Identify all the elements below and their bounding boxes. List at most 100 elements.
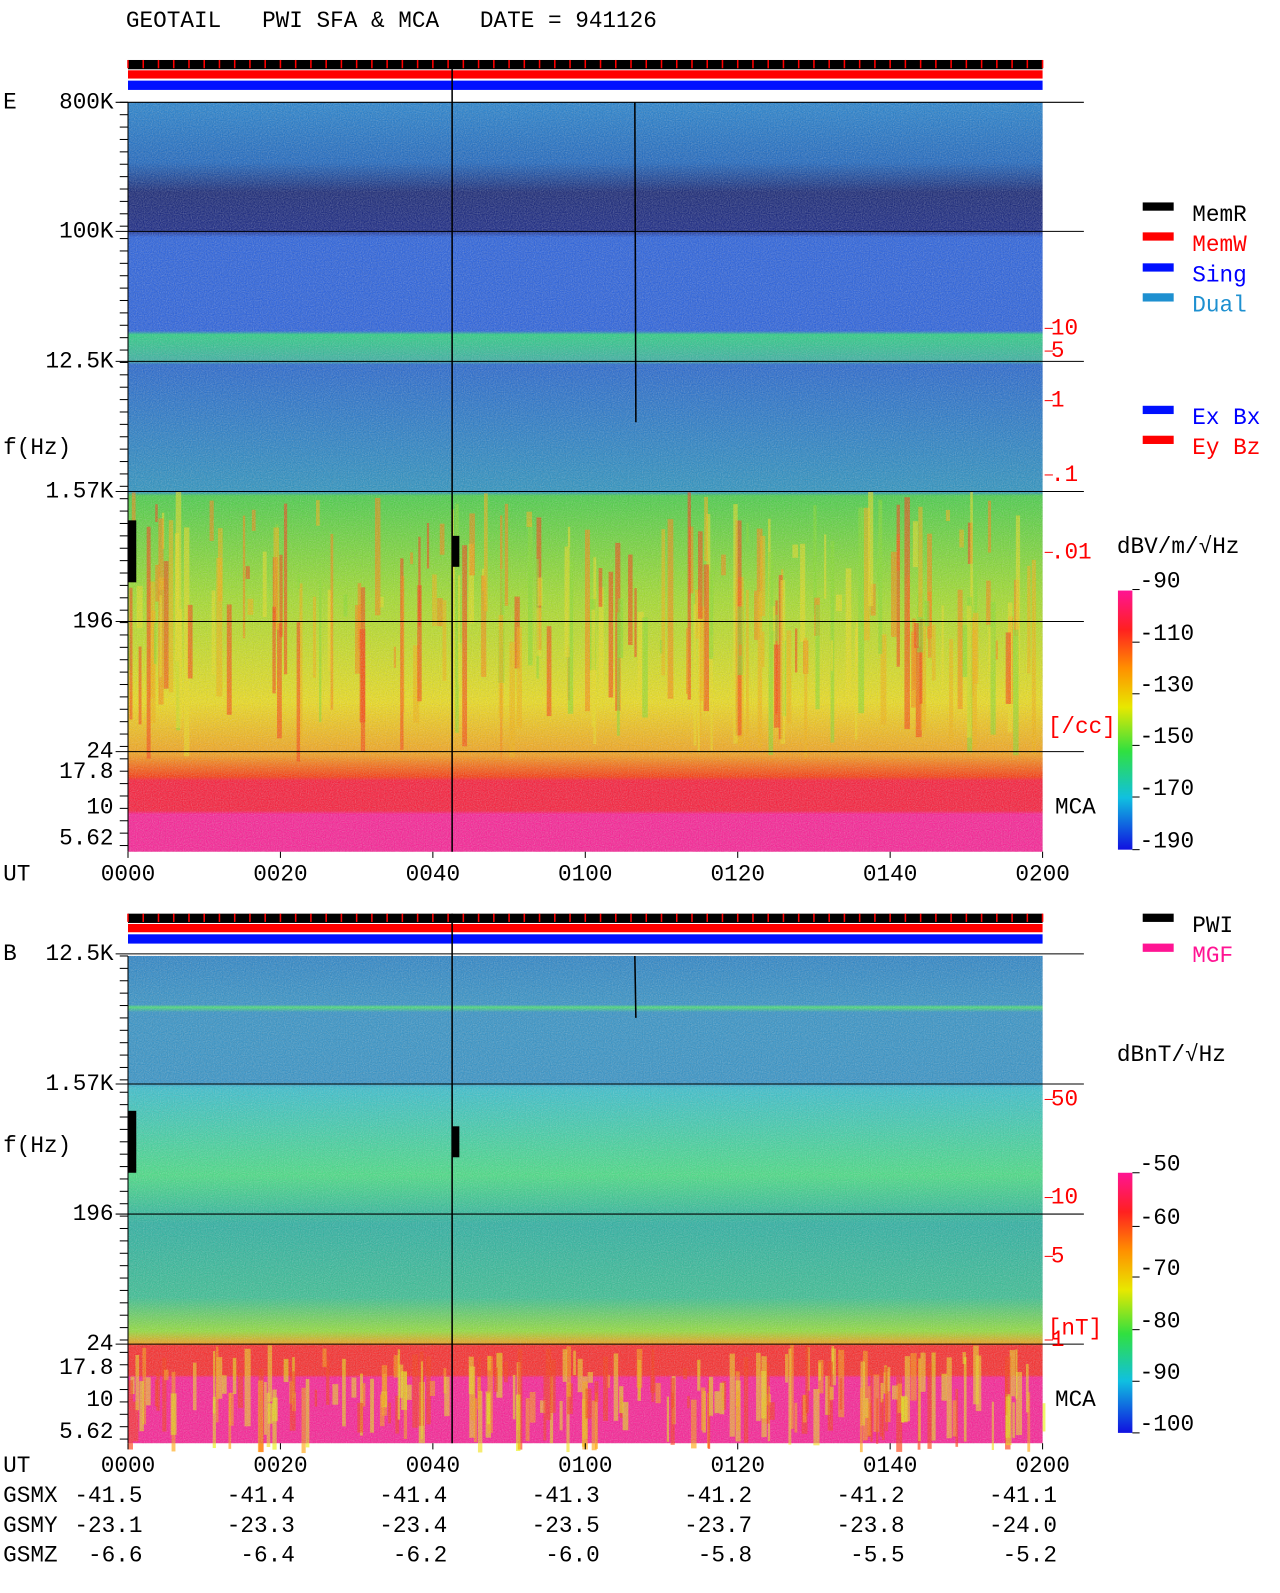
y-axis-label: f(Hz) — [3, 435, 71, 461]
time-tick-label: 0040 — [406, 1453, 460, 1479]
time-tick-label: 0120 — [710, 861, 764, 887]
status-bar-sing — [128, 934, 1043, 944]
colorbar — [1117, 1172, 1133, 1433]
freq-tick-label: 12.5K — [45, 348, 113, 374]
colorbar-tick-label: -130 — [1140, 673, 1194, 699]
time-tick-label: 0200 — [1015, 861, 1069, 887]
colorbar-tick-label: -80 — [1140, 1308, 1181, 1334]
density-tick-label: .1 — [1051, 462, 1078, 488]
position-value: -6.4 — [240, 1543, 294, 1569]
freq-tick-label: 1.57K — [45, 478, 113, 504]
density-tick-label: 10 — [1051, 1185, 1078, 1211]
legend-label: MemR — [1192, 202, 1247, 228]
position-value: -6.6 — [88, 1543, 142, 1569]
position-value: -41.3 — [532, 1483, 600, 1509]
legend-swatch — [1142, 293, 1174, 302]
freq-tick-label: 5.62 — [59, 825, 113, 851]
freq-tick-label: 10 — [86, 794, 113, 820]
position-value: -23.1 — [74, 1513, 142, 1539]
time-tick-label: 0000 — [101, 1453, 155, 1479]
density-tick-label: .01 — [1051, 539, 1092, 565]
calibration-mark — [128, 1110, 137, 1173]
position-value: -41.2 — [684, 1483, 752, 1509]
position-value: -23.7 — [684, 1513, 752, 1539]
freq-tick-label: 196 — [73, 1201, 114, 1227]
colorbar-tick-label: -70 — [1140, 1256, 1181, 1282]
panel-label: B — [3, 941, 17, 967]
colorbar-tick-label: -190 — [1140, 828, 1194, 854]
time-tick-label: 0120 — [710, 1453, 764, 1479]
position-value: -6.2 — [393, 1543, 447, 1569]
colorbar-tick-label: -50 — [1140, 1152, 1181, 1178]
calibration-mark — [452, 1126, 460, 1158]
time-tick-label: 0040 — [406, 861, 460, 887]
position-value: -23.5 — [532, 1513, 600, 1539]
position-label: GSMY — [3, 1513, 58, 1539]
colorbar-tick-label: -60 — [1140, 1205, 1181, 1231]
position-value: -5.5 — [850, 1543, 904, 1569]
freq-tick-label: 17.8 — [59, 1355, 113, 1381]
density-unit: [/cc] — [1048, 714, 1116, 740]
colorbar-tick-label: -110 — [1140, 621, 1194, 647]
legend-label: PWI — [1192, 913, 1233, 939]
density-tick-label: 5 — [1051, 338, 1065, 364]
position-value: -6.0 — [545, 1543, 599, 1569]
density-tick-label: 10 — [1051, 315, 1078, 341]
freq-tick-label: 24 — [86, 1331, 113, 1357]
freq-tick-label: 800K — [59, 89, 114, 115]
legend-label: Ey Bz — [1192, 435, 1260, 461]
colorbar-unit: dBnT/√Hz — [1117, 1042, 1226, 1068]
y-axis-label: f(Hz) — [3, 1133, 71, 1159]
mca-label: MCA — [1055, 794, 1096, 820]
colorbar-tick-label: -90 — [1140, 1360, 1181, 1386]
density-unit: [nT] — [1048, 1316, 1102, 1342]
colorbar-tick-label: -100 — [1140, 1412, 1194, 1438]
colorbar-tick-label: -90 — [1140, 568, 1181, 594]
freq-tick-label: 24 — [86, 739, 113, 765]
status-bar-memw — [128, 70, 1043, 79]
position-value: -41.4 — [227, 1483, 295, 1509]
density-tick-label: 50 — [1051, 1086, 1078, 1112]
freq-tick-label: 5.62 — [59, 1419, 113, 1445]
freq-tick-label: 1.57K — [45, 1071, 113, 1097]
freq-tick-label: 12.5K — [45, 941, 113, 967]
colorbar — [1117, 590, 1133, 850]
legend-swatch — [1142, 943, 1174, 952]
position-value: -41.1 — [989, 1483, 1057, 1509]
legend-swatch — [1142, 435, 1174, 444]
position-value: -41.5 — [74, 1483, 142, 1509]
mca-label: MCA — [1055, 1387, 1096, 1413]
spike-line — [634, 102, 637, 423]
time-tick-label: 0140 — [863, 1453, 917, 1479]
time-tick-label: 0200 — [1015, 1453, 1069, 1479]
time-tick-label: 0100 — [558, 861, 612, 887]
spectrogram-noise — [128, 955, 1043, 1444]
density-tick-label: 1 — [1051, 388, 1065, 414]
colorbar-unit: dBV/m/√Hz — [1117, 534, 1240, 560]
position-value: -41.4 — [379, 1483, 447, 1509]
freq-tick-label: 17.8 — [59, 759, 113, 785]
position-value: -24.0 — [989, 1513, 1057, 1539]
colorbar-tick-label: -170 — [1140, 776, 1194, 802]
legend-swatch — [1142, 232, 1174, 241]
legend-label: MGF — [1192, 943, 1233, 969]
spectrogram-noise — [128, 102, 1043, 852]
time-tick-label: 0020 — [253, 861, 307, 887]
legend-swatch — [1142, 263, 1174, 272]
time-axis-label: UT — [3, 861, 30, 887]
time-tick-label: 0140 — [863, 861, 917, 887]
density-tick-label: 1 — [1051, 1327, 1065, 1353]
position-value: -23.4 — [379, 1513, 447, 1539]
colorbar-tick-label: -150 — [1140, 724, 1194, 750]
legend-swatch — [1142, 202, 1174, 211]
freq-tick-label: 196 — [73, 609, 114, 635]
position-value: -5.2 — [1003, 1543, 1057, 1569]
time-tick-label: 0020 — [253, 1453, 307, 1479]
panel-label: E — [3, 89, 17, 115]
time-tick-label: 0100 — [558, 1453, 612, 1479]
position-value: -41.2 — [837, 1483, 905, 1509]
position-label: GSMX — [3, 1483, 58, 1509]
freq-tick-label: 100K — [59, 218, 114, 244]
position-value: -23.3 — [227, 1513, 295, 1539]
